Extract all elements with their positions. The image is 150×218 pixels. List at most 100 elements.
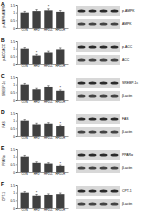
y-tick-mark — [16, 172, 17, 173]
blot-band — [78, 166, 86, 169]
error-bar — [35, 162, 37, 163]
y-tick-mark — [16, 56, 17, 57]
y-tick-label: 0 — [13, 207, 15, 211]
y-tick-label: 1.5 — [11, 112, 16, 116]
blot-label: PPARα — [122, 153, 133, 157]
blot-band — [111, 81, 119, 84]
y-tick-mark — [16, 157, 17, 158]
error-bar — [24, 192, 26, 193]
error-bar — [24, 48, 26, 49]
y-axis-title: p-ACC/ACC — [2, 43, 6, 61]
blot-band — [111, 202, 119, 205]
x-tick-label: HFD — [34, 64, 40, 68]
error-bar — [59, 48, 61, 50]
x-tick: HFD+L — [44, 100, 53, 104]
x-axis: CONHFDHFD+LHFD+H — [18, 208, 69, 212]
blot-band — [100, 117, 108, 120]
blot-band — [89, 166, 97, 169]
blot-strip — [76, 19, 120, 29]
blot-band — [111, 153, 119, 156]
blot-strip — [76, 186, 120, 196]
blot-band — [111, 117, 119, 120]
y-axis-line — [16, 150, 18, 173]
y-tick: 0 — [13, 171, 17, 175]
x-tick: HFD — [34, 28, 40, 32]
panel-title: E — [1, 145, 5, 151]
bar — [44, 10, 52, 28]
blot-strip — [76, 150, 120, 160]
blot-band — [100, 189, 108, 192]
y-tick-mark — [16, 149, 17, 150]
annotation: * — [60, 85, 62, 90]
panel-title: F — [1, 181, 4, 187]
x-tick-label: HFD+H — [56, 136, 65, 140]
x-tick-label: HFD — [34, 208, 40, 212]
blot-band — [78, 130, 86, 133]
blot-band — [100, 202, 108, 205]
y-tick-mark — [16, 41, 17, 42]
y-tick: 1 — [13, 11, 17, 15]
blot: CPT-1 β-actin — [76, 186, 132, 209]
blot: p-ACCACC — [76, 42, 133, 65]
blot-band — [100, 22, 108, 25]
bar — [56, 49, 64, 64]
y-axis-title: PPARα — [2, 155, 6, 165]
error-bar — [59, 193, 61, 194]
bar — [32, 196, 40, 208]
bar — [32, 163, 40, 172]
blot-band — [89, 117, 97, 120]
y-tick: 0.5 — [11, 55, 17, 59]
y-tick-mark — [16, 5, 17, 6]
error-bar — [47, 194, 49, 195]
blot: PPARαβ-actin — [76, 150, 133, 173]
y-axis: 00.511.5 — [11, 184, 18, 211]
panel-title: D — [1, 109, 5, 115]
bar — [32, 56, 40, 64]
bar — [32, 89, 40, 100]
y-tick-label: 0 — [13, 99, 15, 103]
panel-title: B — [1, 37, 5, 43]
y-tick-mark — [16, 64, 17, 65]
x-tick-label: HFD+H — [56, 64, 65, 68]
y-tick-mark — [16, 200, 17, 201]
x-tick-label: CON — [22, 28, 28, 32]
x-axis: CONHFDHFD+LHFD+H — [18, 100, 69, 104]
blot-label: β-actin — [122, 94, 132, 98]
blot-band — [89, 153, 97, 156]
y-tick-label: 1 — [13, 155, 15, 159]
blot-band — [78, 58, 86, 61]
bar — [44, 53, 52, 65]
y-tick: 0 — [13, 27, 17, 31]
blot-label: CPT-1 — [122, 189, 132, 193]
blot-band — [78, 22, 86, 25]
y-tick: 0.5 — [11, 19, 17, 23]
x-tick: HFD+H — [56, 172, 65, 176]
blot-band — [78, 189, 86, 192]
x-tick: HFD+H — [56, 208, 65, 212]
bar — [44, 164, 52, 172]
x-tick-label: HFD+L — [44, 136, 53, 140]
x-tick-label: CON — [22, 172, 28, 176]
x-tick: HFD+L — [44, 136, 53, 140]
plot-area — [21, 120, 65, 136]
x-tick: HFD+L — [44, 64, 53, 68]
x-tick: HFD — [34, 100, 40, 104]
blot-label: p-AMPK — [122, 9, 135, 13]
x-tick-label: HFD — [34, 28, 40, 32]
y-tick: 1.5 — [11, 4, 17, 8]
x-tick-label: HFD+H — [56, 28, 65, 32]
blot-label: β-actin — [122, 202, 132, 206]
y-tick: 1.5 — [11, 40, 17, 44]
x-axis: CONHFDHFD+LHFD+H — [18, 136, 69, 140]
y-tick-label: 1.5 — [11, 76, 16, 80]
panel: Ap-AMPK/AMPK00.511.5CONHFDHFD+LHFD+H*p-A… — [1, 1, 135, 33]
x-tick: HFD — [34, 136, 40, 140]
blot-band — [78, 45, 86, 48]
blot-band — [78, 202, 86, 205]
x-tick-label: HFD+H — [56, 172, 65, 176]
blot-band — [100, 153, 108, 156]
x-tick: HFD+L — [44, 28, 53, 32]
y-tick: 0 — [13, 99, 17, 103]
blot-band — [89, 45, 97, 48]
error-bar — [24, 83, 26, 84]
